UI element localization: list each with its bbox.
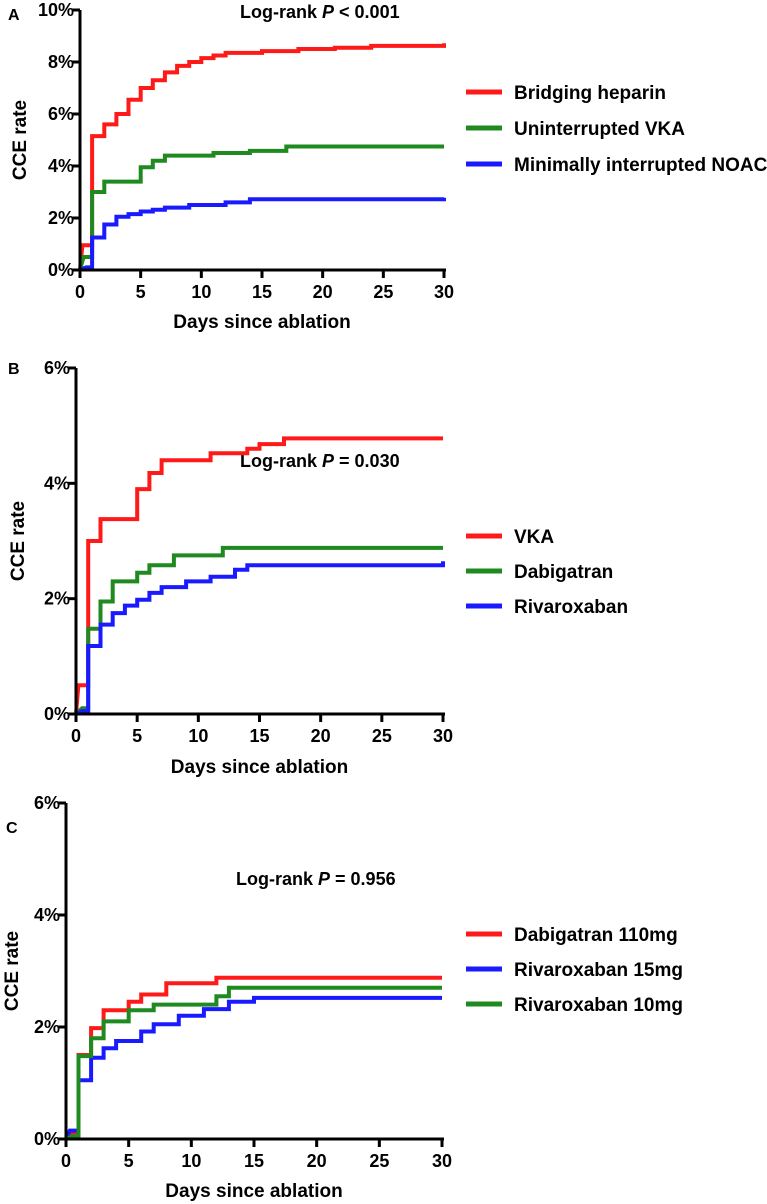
legend-label-3: Rivaroxaban	[514, 597, 628, 618]
legend-label-1: Dabigatran 110mg	[514, 925, 678, 946]
y-tick-label: 10%	[38, 0, 74, 20]
x-axis-label: Days since ablation	[171, 757, 348, 778]
panel-c: C Log-rank P = 0.956 0 5 10 15 20 25 30 0% 2% 4% 6% D…	[2, 793, 683, 1202]
y-tick-label: 4%	[34, 905, 60, 925]
x-tick-label: 0	[75, 282, 85, 302]
x-tick-label: 10	[181, 1151, 201, 1171]
panel-letter: A	[8, 7, 20, 24]
panel-b: B Log-rank P = 0.030 0 5 10 15 20 25 30 0% 2% 4% 6% D…	[8, 358, 628, 778]
series-line-1	[78, 43, 446, 271]
x-tick-label: 15	[252, 282, 272, 302]
y-tick-label: 0%	[44, 704, 70, 724]
series-line-3	[75, 561, 445, 716]
y-tick-label: 2%	[48, 208, 74, 228]
y-axis-label: CCE rate	[2, 931, 23, 1011]
chart-title: Log-rank P = 0.956	[236, 869, 396, 889]
y-tick-label: 6%	[34, 793, 60, 813]
title-p: P	[322, 2, 335, 22]
x-tick-label: 15	[249, 726, 269, 746]
y-tick-label: 4%	[48, 156, 74, 176]
x-tick-label: 10	[191, 282, 211, 302]
series-line-2	[78, 144, 444, 271]
legend-label-3: Rivaroxaban 10mg	[514, 995, 683, 1016]
x-tick-label: 20	[307, 1151, 327, 1171]
y-tick-label: 2%	[44, 589, 70, 609]
chart-title: Log-rank P < 0.001	[240, 2, 400, 22]
series-line-1	[74, 436, 443, 715]
legend-label-1: VKA	[514, 527, 554, 548]
y-axis-label: CCE rate	[10, 100, 31, 180]
legend-label-3: Minimally interrupted NOAC	[514, 155, 767, 176]
y-tick-label: 0%	[48, 260, 74, 280]
y-tick-label: 4%	[44, 473, 70, 493]
series-line-2	[74, 545, 443, 716]
title-suffix: = 0.956	[330, 869, 396, 889]
x-tick-label: 25	[373, 282, 393, 302]
y-tick-label: 8%	[48, 52, 74, 72]
series-line-3	[79, 197, 446, 272]
title-suffix: = 0.030	[334, 451, 400, 471]
y-tick-label: 2%	[34, 1017, 60, 1037]
legend-label-2: Uninterrupted VKA	[514, 119, 685, 140]
x-tick-label: 15	[244, 1151, 264, 1171]
title-prefix: Log-rank	[236, 869, 318, 889]
x-axis-label: Days since ablation	[165, 1181, 342, 1202]
title-prefix: Log-rank	[240, 451, 322, 471]
x-tick-label: 5	[132, 726, 142, 746]
x-tick-label: 30	[434, 282, 454, 302]
series-line-3	[65, 985, 442, 1141]
x-tick-label: 5	[124, 1151, 134, 1171]
y-axis-label: CCE rate	[8, 501, 29, 581]
title-p: P	[322, 451, 335, 471]
series-line-2	[64, 995, 442, 1140]
title-p: P	[318, 869, 331, 889]
chart-title: Log-rank P = 0.030	[240, 451, 400, 471]
x-tick-label: 30	[433, 726, 453, 746]
x-tick-label: 25	[372, 726, 392, 746]
x-tick-label: 0	[61, 1151, 71, 1171]
x-tick-label: 5	[136, 282, 146, 302]
legend-label-1: Bridging heparin	[514, 83, 666, 104]
x-tick-label: 30	[432, 1151, 452, 1171]
x-tick-label: 20	[313, 282, 333, 302]
title-suffix: < 0.001	[334, 2, 400, 22]
y-tick-label: 0%	[34, 1129, 60, 1149]
panel-letter: B	[8, 361, 20, 378]
x-tick-label: 0	[71, 726, 81, 746]
x-tick-label: 10	[188, 726, 208, 746]
x-axis-label: Days since ablation	[173, 312, 350, 333]
y-tick-label: 6%	[44, 358, 70, 378]
panel-a: A Log-rank P < 0.001 0 5 10 15 20 25 30 0% 2% 4% 6% 8…	[8, 0, 767, 333]
y-tick-label: 6%	[48, 104, 74, 124]
x-tick-label: 20	[311, 726, 331, 746]
title-prefix: Log-rank	[240, 2, 322, 22]
legend-label-2: Rivaroxaban 15mg	[514, 960, 683, 981]
legend-label-2: Dabigatran	[514, 562, 613, 583]
x-tick-label: 25	[369, 1151, 389, 1171]
panel-letter: C	[6, 820, 18, 837]
